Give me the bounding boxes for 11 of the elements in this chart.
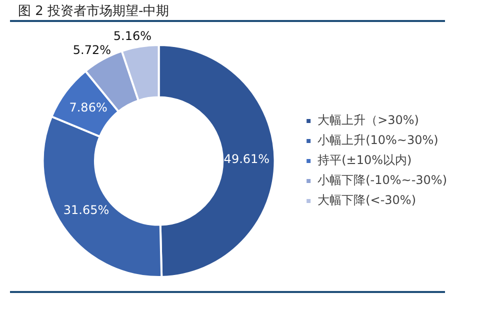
legend-label: 小幅下降(-10%~-30%): [318, 173, 447, 188]
data-label: 49.61%: [224, 152, 270, 166]
legend-label: 大幅下降(<-30%): [318, 193, 416, 208]
data-label: 5.72%: [72, 42, 112, 57]
data-label: 7.86%: [69, 100, 108, 115]
data-label: 31.65%: [63, 202, 110, 217]
legend-label: 小幅上升(10%~30%): [318, 133, 438, 148]
legend-label: 持平(±10%以内): [318, 153, 412, 168]
legend-label: 大幅上升（>30%): [318, 113, 419, 128]
data-label: 5.16%: [113, 28, 152, 43]
chart-title: 图 2 投资者市场期望-中期: [18, 3, 170, 20]
